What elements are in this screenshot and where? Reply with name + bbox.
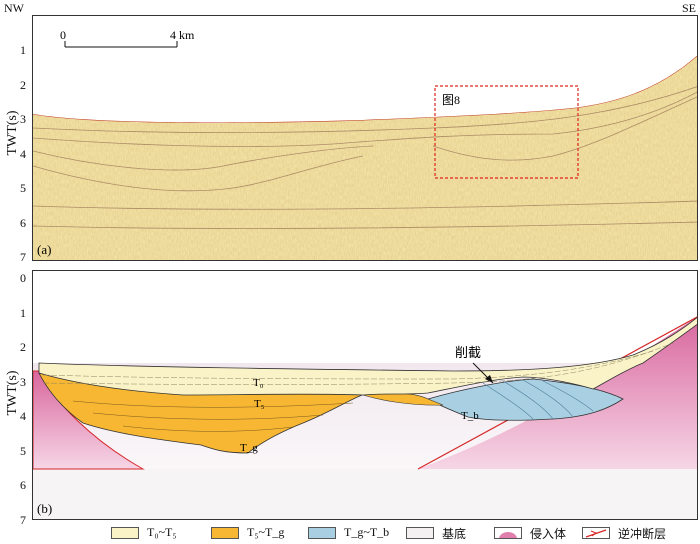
seismic-panel: 0 4 km 图8 (a) — [32, 15, 698, 261]
ytick-label: 0 — [20, 271, 26, 285]
t0-t5-unit — [38, 317, 697, 396]
legend-label: 逆冲断层 — [618, 527, 667, 541]
se-label: SE — [681, 1, 696, 15]
tg-tb-unit — [427, 378, 624, 421]
ytick-label: 1 — [20, 305, 26, 320]
seismic-section: 0 4 km 图8 (a) — [33, 16, 697, 260]
legend: T₀~T₅ T₅~T_g T_g~T_b 基底 侵入体 逆冲断层 — [0, 522, 700, 544]
ytick-label: 4 — [20, 409, 26, 423]
nw-label: NW — [4, 1, 24, 15]
ytick-label: 2 — [20, 77, 26, 92]
ytick-label: 2 — [20, 340, 26, 354]
ytick-label: 1 — [20, 43, 26, 57]
label-tb: T_b — [461, 410, 479, 422]
legend-swatch — [406, 527, 434, 539]
scale-start: 0 — [60, 28, 66, 42]
panel-a-tag: (a) — [37, 242, 51, 257]
label-truncation: 削截 — [455, 345, 481, 360]
legend-swatch — [211, 527, 239, 539]
ytick-label: 6 — [20, 478, 26, 492]
ytick-label: 3 — [20, 374, 26, 389]
legend-label: 基底 — [442, 527, 467, 541]
scale-end: 4 km — [170, 28, 195, 42]
legend-swatch — [111, 527, 139, 539]
ytick-label: 7 — [20, 512, 26, 527]
legend-label: T_g~T_b — [344, 525, 390, 539]
legend-label: 侵入体 — [530, 527, 567, 541]
ytick-label: 5 — [20, 181, 26, 195]
intrusion-icon — [494, 527, 522, 539]
interpretation-panel: T₀ T₅ T_g T_b 削截 (b) — [32, 270, 698, 520]
ytick-label: 5 — [20, 443, 26, 458]
ytick-label: 6 — [20, 215, 26, 230]
scale-bar — [64, 41, 178, 48]
ytick-label: 4 — [20, 146, 26, 161]
intrusion-right — [418, 317, 697, 469]
interpreted-section: T₀ T₅ T_g T_b 削截 (b) — [33, 271, 697, 519]
thrust-fault-icon — [582, 527, 610, 539]
ytick-label: 3 — [20, 112, 26, 126]
ytick-label: 7 — [20, 250, 26, 264]
legend-swatch — [308, 527, 336, 539]
legend-label: T₅~T_g — [247, 525, 285, 539]
label-t5: T₅ — [254, 398, 265, 410]
inset-label: 图8 — [442, 93, 460, 107]
inset-box — [434, 85, 579, 179]
panel-b-tag: (b) — [37, 501, 52, 516]
legend-label: T₀~T₅ — [147, 525, 177, 539]
label-tg: T_g — [240, 442, 258, 454]
label-t0: T₀ — [253, 377, 264, 389]
